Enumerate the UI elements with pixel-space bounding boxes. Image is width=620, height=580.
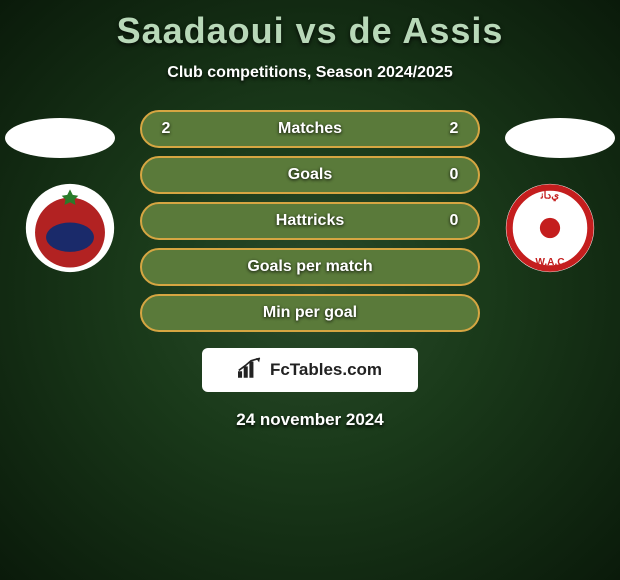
page-title: Saadaoui vs de Assis (0, 0, 620, 52)
player-photo-left-placeholder (5, 118, 115, 158)
branding-badge: FcTables.com (202, 348, 418, 392)
club-logo-left-art (24, 182, 116, 274)
stat-left-value: 2 (156, 120, 176, 138)
stat-row-matches: 2 Matches 2 (140, 110, 480, 148)
club-logo-right: ﻱﺩﺎﻧ W.A.C (500, 178, 600, 278)
stat-right-value: 2 (444, 120, 464, 138)
date-label: 24 november 2024 (0, 410, 620, 430)
stat-row-goals: Goals 0 (140, 156, 480, 194)
svg-text:ﻱﺩﺎﻧ: ﻱﺩﺎﻧ (540, 191, 559, 202)
stat-row-goals-per-match: Goals per match (140, 248, 480, 286)
stat-label: Min per goal (263, 304, 357, 322)
stat-label: Goals (288, 166, 332, 184)
club-logo-left (20, 178, 120, 278)
stat-right-value: 0 (444, 212, 464, 230)
branding-text: FcTables.com (270, 360, 382, 380)
stat-label: Matches (278, 120, 342, 138)
stat-row-hattricks: Hattricks 0 (140, 202, 480, 240)
player-photo-right-placeholder (505, 118, 615, 158)
bars-icon (238, 357, 264, 384)
stat-label: Goals per match (247, 258, 372, 276)
stat-label: Hattricks (276, 212, 344, 230)
club-logo-right-art: ﻱﺩﺎﻧ W.A.C (504, 182, 596, 274)
svg-text:W.A.C: W.A.C (535, 257, 565, 268)
page-subtitle: Club competitions, Season 2024/2025 (0, 64, 620, 82)
stats-list: 2 Matches 2 Goals 0 Hattricks 0 Goals pe… (140, 110, 480, 332)
stat-row-min-per-goal: Min per goal (140, 294, 480, 332)
widget-root: Saadaoui vs de Assis Club competitions, … (0, 0, 620, 580)
stat-right-value: 0 (444, 166, 464, 184)
